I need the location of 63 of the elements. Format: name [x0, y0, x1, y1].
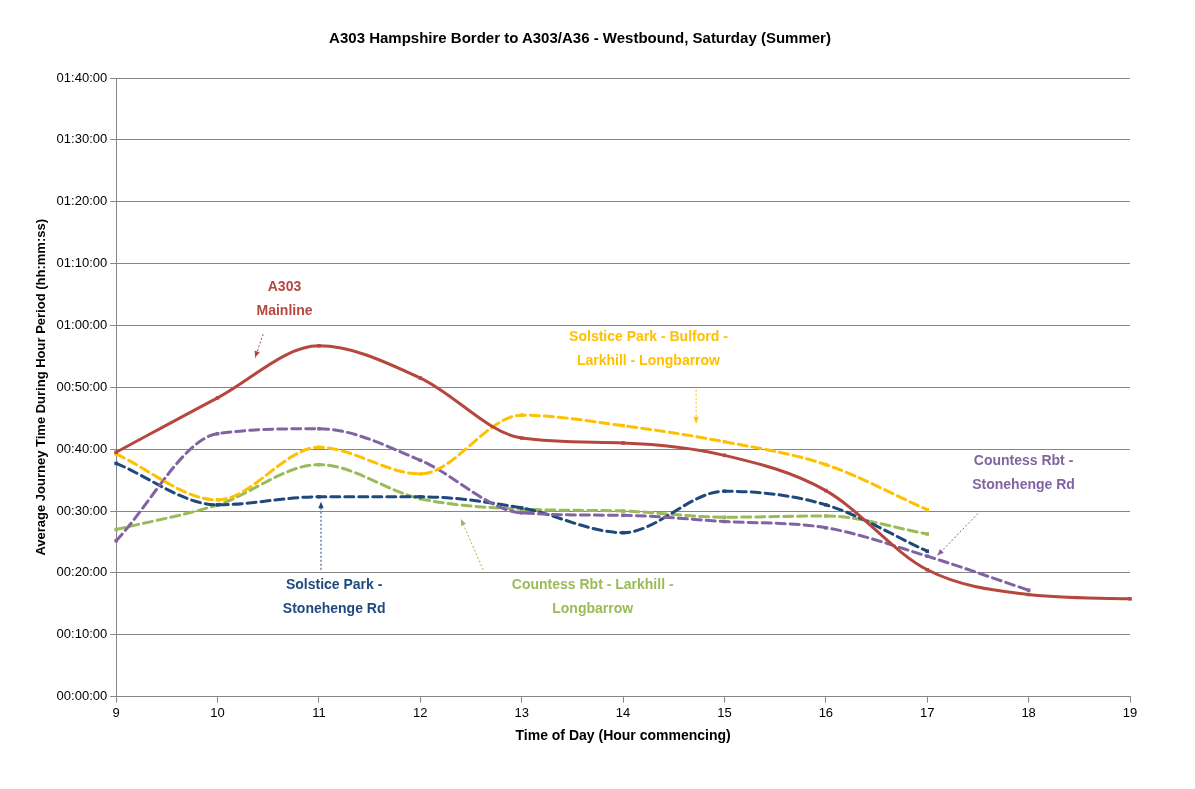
point [418, 376, 423, 380]
x-tick-label: 11 [312, 704, 326, 720]
point [925, 554, 930, 558]
point [621, 441, 625, 445]
y-tick-label: 00:20:00 [56, 564, 108, 580]
point [722, 515, 727, 519]
point [519, 436, 524, 440]
point [1026, 588, 1031, 592]
text: Countess Rbt - Stonehenge Rd [972, 451, 1075, 492]
y-tick-label: 01:40:00 [56, 69, 108, 85]
y-tick-label: 00:50:00 [56, 378, 108, 394]
point [621, 530, 625, 535]
point [519, 511, 524, 515]
chart-title: A303 Hampshire Border to A303/A36 - Westbound, Saturday (Summer) [329, 29, 831, 47]
point [418, 472, 423, 476]
point [824, 514, 828, 518]
point [925, 568, 930, 572]
x-tick-label: 12 [413, 704, 428, 720]
x-tick-label: 9 [112, 704, 120, 720]
y-axis-title: Average Journey Time During Hour Period (hh:mm:ss) [33, 218, 49, 556]
x-tick-label: 10 [210, 704, 225, 720]
point [114, 538, 118, 543]
point [1128, 597, 1132, 601]
point [114, 461, 118, 466]
point [925, 532, 930, 536]
y-tick-label: 00:10:00 [56, 626, 108, 642]
x-tick-label: 17 [920, 704, 935, 720]
y-tick-label: 01:30:00 [56, 131, 108, 147]
point [621, 509, 625, 513]
y-tick-label: 01:00:00 [56, 317, 108, 333]
y-tick-label: 01:20:00 [56, 193, 108, 209]
x-tick-label: 18 [1021, 704, 1036, 720]
point [925, 549, 930, 553]
point [114, 527, 118, 532]
text: Solstice Park - Stonehenge Rd [282, 576, 386, 617]
point [621, 513, 625, 518]
point [824, 462, 828, 467]
point [317, 426, 321, 431]
point [824, 525, 828, 530]
y-tick-label: 00:00:00 [56, 688, 108, 704]
point [722, 489, 727, 493]
point [621, 423, 625, 428]
point [824, 503, 828, 507]
point [519, 413, 524, 417]
x-tick-label: 13 [514, 704, 529, 720]
point [317, 495, 321, 499]
x-tick-label: 14 [615, 704, 631, 720]
point [722, 439, 727, 444]
point [317, 344, 321, 348]
series-label: A303 Mainline [256, 277, 313, 318]
x-tick-label: 15 [717, 704, 732, 720]
text: Countess Rbt - Larkhill - Longbarrow [511, 576, 674, 617]
y-tick-label: 00:40:00 [56, 440, 108, 456]
x-tick-label: 19 [1122, 704, 1138, 720]
x-tick-label: 16 [818, 704, 834, 720]
point [215, 396, 220, 400]
point [824, 488, 828, 493]
text: Solstice Park - Bulford - Larkhill - Longbarrow [569, 327, 729, 368]
y-tick-label: 01:10:00 [56, 255, 108, 271]
x-axis-title: Time of Day (Hour commencing) [515, 727, 731, 744]
y-tick-label: 00:30:00 [56, 502, 108, 518]
point [925, 508, 930, 512]
point [215, 498, 220, 502]
